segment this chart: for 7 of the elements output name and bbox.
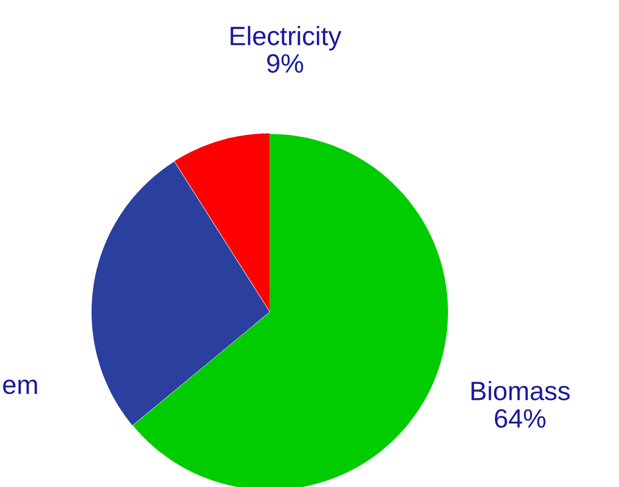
pie-slice bbox=[92, 162, 270, 426]
slice-label: Electricity bbox=[230, 26, 342, 51]
data-label: 64% bbox=[494, 409, 546, 428]
pie-slice bbox=[174, 133, 270, 312]
data-label: 9% bbox=[267, 54, 304, 73]
slice-label: Biomass bbox=[472, 380, 570, 400]
slice-label: em bbox=[3, 380, 37, 394]
